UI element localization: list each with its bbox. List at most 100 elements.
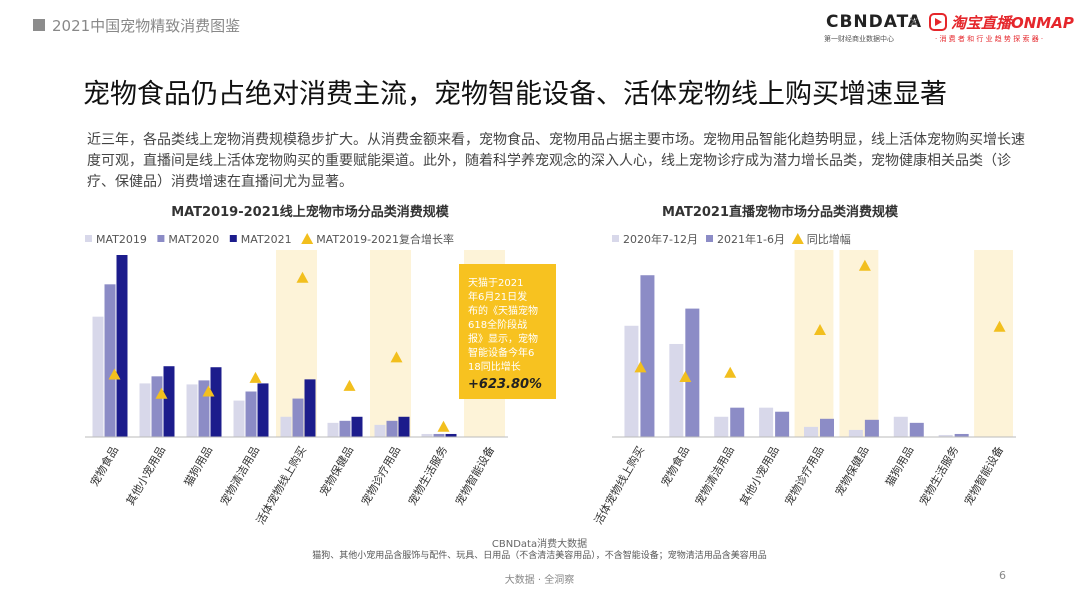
callout-text-line-6: 18同比增长 — [468, 360, 521, 373]
category-label-1-3: 其他小宠用品 — [737, 444, 782, 508]
bar-0-1-2 — [198, 380, 210, 437]
bar-1-0-6 — [893, 416, 908, 437]
bar-0-2-1 — [163, 366, 175, 437]
category-label-0-5: 宠物保健品 — [316, 444, 356, 499]
bar-1-1-3 — [775, 411, 790, 437]
bar-1-0-3 — [759, 407, 774, 437]
bar-1-1-7 — [954, 433, 969, 437]
callout-text-line-3: 618全阶段战 — [468, 318, 527, 331]
callout-text-line-2: 布的《天猫宠物 — [468, 304, 538, 317]
bar-1-1-1 — [685, 308, 700, 437]
page-title: 宠物食品仍占绝对消费主流，宠物智能设备、活体宠物线上购买增速显著 — [83, 79, 947, 110]
bar-0-1-1 — [151, 376, 163, 437]
growth-marker-0-3 — [249, 371, 262, 383]
legend-marker-0 — [301, 233, 314, 244]
callout-text-line-5: 智能设备今年6 — [468, 346, 534, 359]
category-label-0-2: 猫狗用品 — [182, 444, 215, 489]
bar-1-1-2 — [730, 407, 745, 437]
legend-label-0-2: MAT2021 — [241, 233, 292, 246]
bar-0-0-4 — [280, 416, 292, 437]
callout-text-line-4: 报》显示，宠物 — [468, 332, 538, 345]
legend-swatch-1-1 — [706, 235, 713, 242]
category-label-0-6: 宠物诊疗用品 — [358, 444, 403, 508]
category-label-1-2: 宠物清洁用品 — [692, 444, 737, 508]
bar-0-0-3 — [233, 400, 245, 437]
legend-swatch-0-1 — [157, 235, 165, 242]
category-label-1-8: 宠物智能设备 — [961, 444, 1006, 508]
category-label-1-6: 猫狗用品 — [883, 444, 916, 489]
report-title: 2021中国宠物精致消费图鉴 — [52, 17, 241, 35]
bar-1-1-5 — [864, 419, 879, 437]
growth-marker-1-8 — [993, 320, 1006, 332]
page-number: 6 — [999, 569, 1006, 582]
bar-0-1-0 — [104, 284, 116, 437]
taobao-live-logo: 淘宝直播ONMAP — [951, 14, 1074, 32]
source-note: CBNData消费大数据 — [491, 539, 588, 550]
taobao-live-logo-subtitle: · 消 费 者 和 行 业 趋 势 探 索 器 · — [935, 35, 1044, 43]
legend-swatch-0-0 — [85, 235, 92, 242]
category-label-1-4: 宠物诊疗用品 — [781, 444, 826, 508]
growth-marker-0-7 — [437, 420, 450, 432]
legend-marker-1 — [791, 233, 804, 244]
bar-1-0-7 — [938, 434, 953, 437]
legend-label-growth-0: MAT2019-2021复合增长率 — [316, 232, 454, 246]
footnote: 猫狗、其他小宠用品含服饰与配件、玩具、日用品（不含清洁美容用品），不含智能设备；… — [312, 551, 767, 561]
bar-0-2-7 — [445, 433, 457, 437]
taobao-live-icon — [929, 13, 947, 31]
callout-text-line-0: 天猫于2021 — [468, 276, 523, 289]
growth-marker-0-0 — [108, 368, 121, 380]
logo-separator: × — [908, 14, 920, 30]
cbndata-logo-subtitle: 第一财经商业数据中心 — [824, 35, 894, 43]
legend-label-0-0: MAT2019 — [96, 233, 147, 246]
category-label-1-0: 活体宠物线上购买 — [591, 444, 647, 527]
callout-text-line-1: 年6月21日发 — [468, 290, 527, 303]
bar-1-0-1 — [669, 343, 684, 437]
growth-marker-0-4 — [296, 271, 309, 283]
bar-0-2-2 — [210, 367, 222, 437]
growth-marker-1-0 — [634, 361, 647, 373]
growth-marker-0-2 — [202, 385, 215, 397]
bar-0-1-5 — [339, 420, 351, 437]
legend-swatch-0-2 — [229, 235, 237, 242]
callout-box — [459, 264, 556, 399]
growth-marker-0-1 — [155, 387, 168, 399]
bar-1-1-0 — [640, 275, 655, 437]
bar-0-1-6 — [386, 420, 398, 437]
category-label-1-1: 宠物食品 — [658, 444, 692, 489]
category-label-0-7: 宠物生活服务 — [405, 444, 450, 508]
category-label-0-3: 宠物清洁用品 — [217, 444, 262, 508]
cbndata-logo: CBNDATA — [826, 12, 923, 32]
header-square — [33, 19, 45, 31]
bar-0-1-4 — [292, 398, 304, 437]
category-label-1-7: 宠物生活服务 — [916, 444, 961, 508]
bar-1-0-0 — [624, 325, 639, 437]
category-label-1-5: 宠物保健品 — [832, 444, 872, 499]
bar-0-0-1 — [139, 383, 151, 437]
legend-label-1-0: 2020年7-12月 — [623, 232, 698, 246]
category-label-0-4: 活体宠物线上购买 — [253, 444, 309, 527]
category-label-0-1: 其他小宠用品 — [123, 444, 168, 508]
legend-swatch-1-0 — [612, 235, 619, 242]
highlight-column-0-6 — [370, 250, 411, 437]
bar-0-1-3 — [245, 391, 257, 437]
bar-0-0-0 — [92, 316, 104, 437]
bar-1-0-5 — [848, 429, 863, 437]
bar-0-0-6 — [374, 424, 386, 437]
highlight-column-1-5 — [839, 250, 879, 437]
bar-0-2-5 — [351, 416, 363, 437]
highlight-column-1-8 — [974, 250, 1013, 437]
bar-0-2-0 — [116, 255, 128, 437]
growth-marker-1-2 — [724, 366, 737, 378]
growth-marker-0-6 — [390, 351, 403, 363]
chart-title-1: MAT2021直播宠物市场分品类消费规模 — [662, 204, 899, 220]
bar-0-2-3 — [257, 383, 269, 437]
bar-1-1-6 — [909, 422, 924, 437]
bar-0-0-2 — [186, 384, 198, 437]
growth-marker-0-5 — [343, 379, 356, 391]
chart-title-0: MAT2019-2021线上宠物市场分品类消费规模 — [171, 204, 450, 220]
legend-label-growth-1: 同比增幅 — [807, 232, 851, 246]
callout-value: +623.80% — [468, 377, 542, 392]
bar-0-2-4 — [304, 379, 316, 437]
category-label-0-0: 宠物食品 — [87, 444, 121, 489]
